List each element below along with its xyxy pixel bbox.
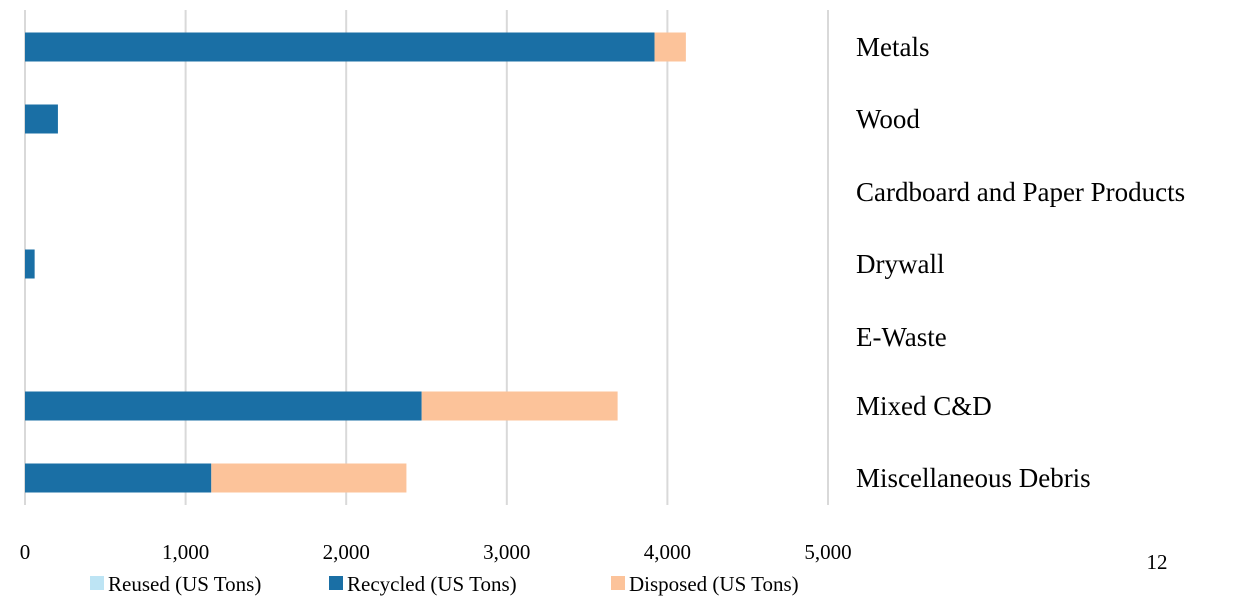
bar-0-series-1 <box>25 32 655 62</box>
legend-label-1: Recycled (US Tons) <box>347 572 517 596</box>
category-label-0: Metals <box>856 32 930 62</box>
bar-5-series-2 <box>421 391 618 421</box>
category-label-3: Drywall <box>856 249 944 279</box>
bar-0-series-2 <box>654 32 686 62</box>
x-axis-tick-labels: 0 1,000 2,000 3,000 4,000 5,000 <box>20 540 852 564</box>
gridlines <box>24 10 829 505</box>
bar-6-series-1 <box>25 463 212 493</box>
legend-swatch-1 <box>329 576 343 590</box>
legend-swatch-0 <box>90 576 104 590</box>
bar-5-series-1 <box>25 391 422 421</box>
x-tick-label-5: 5,000 <box>804 540 851 564</box>
category-label-4: E-Waste <box>856 322 947 352</box>
page-number: 12 <box>1147 550 1168 574</box>
bar-3-series-1 <box>25 249 35 279</box>
bar-1-series-1 <box>25 104 58 134</box>
category-label-1: Wood <box>856 104 920 134</box>
legend-swatch-2 <box>611 576 625 590</box>
x-tick-label-2: 2,000 <box>323 540 370 564</box>
bar-6-series-2 <box>211 463 407 493</box>
x-tick-label-1: 1,000 <box>162 540 209 564</box>
x-tick-label-4: 4,000 <box>644 540 691 564</box>
x-tick-label-0: 0 <box>20 540 31 564</box>
legend-label-2: Disposed (US Tons) <box>629 572 799 596</box>
category-label-2: Cardboard and Paper Products <box>856 177 1185 207</box>
legend-label-0: Reused (US Tons) <box>108 572 261 596</box>
category-label-6: Miscellaneous Debris <box>856 463 1091 493</box>
bars <box>25 32 686 493</box>
category-label-5: Mixed C&D <box>856 391 992 421</box>
legend: Reused (US Tons) Recycled (US Tons) Dispos… <box>90 572 799 596</box>
category-labels: Metals Wood Cardboard and Paper Products Dr… <box>856 32 1185 493</box>
x-tick-label-3: 3,000 <box>483 540 530 564</box>
